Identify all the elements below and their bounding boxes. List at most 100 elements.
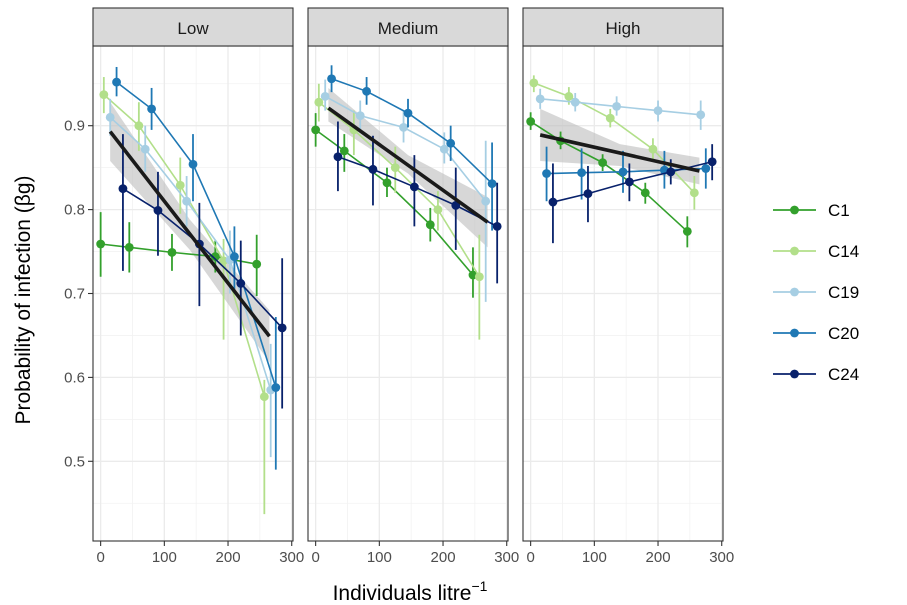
data-point <box>403 108 413 118</box>
series-c20 <box>112 66 281 470</box>
panel-high: High 0 100 200 300 <box>522 7 734 566</box>
data-point <box>382 178 392 188</box>
legend-key-point <box>790 328 799 338</box>
data-point <box>390 163 400 173</box>
data-point <box>433 205 443 215</box>
x-axis: 0 100 200 300 <box>526 541 734 566</box>
data-point <box>682 227 692 236</box>
y-tick-label: 0.7 <box>64 286 85 303</box>
data-point <box>327 74 336 84</box>
x-tick-label: 0 <box>96 549 104 566</box>
data-point <box>570 97 580 107</box>
panel-medium: Medium 0 100 200 300 <box>307 7 519 566</box>
data-point <box>618 167 628 177</box>
gridlines <box>93 46 293 541</box>
facet-strip-label: High <box>606 19 641 38</box>
legend-key-point <box>790 369 799 379</box>
series-c1 <box>526 112 692 248</box>
x-tick-label: 100 <box>582 549 607 566</box>
data-point <box>446 138 456 148</box>
data-point <box>277 323 287 333</box>
data-point <box>134 121 144 131</box>
data-point <box>182 196 192 206</box>
legend-label: C14 <box>828 242 859 261</box>
legend-key-point <box>790 205 799 215</box>
data-point <box>439 144 449 154</box>
x-tick-label: 300 <box>279 549 304 566</box>
data-point <box>153 206 163 215</box>
data-point <box>99 90 109 100</box>
data-point <box>696 110 706 120</box>
confidence-ribbon <box>328 87 488 248</box>
facet-strip <box>307 7 509 47</box>
y-axis-title: Probability of infection (βg) <box>12 175 35 424</box>
facet-strip <box>522 7 724 47</box>
data-point <box>529 78 539 88</box>
x-tick-label: 300 <box>709 549 734 566</box>
panel-low: Low 0 100 200 300 <box>92 7 304 566</box>
data-point <box>210 252 220 261</box>
data-point <box>492 221 502 231</box>
data-point <box>399 122 408 132</box>
x-axis: 0 100 200 300 <box>311 541 519 566</box>
data-point <box>535 94 545 104</box>
data-point <box>252 259 262 269</box>
data-point <box>112 77 121 87</box>
legend-label: C24 <box>828 365 859 384</box>
trend-line <box>108 130 271 338</box>
y-tick-label: 0.9 <box>64 118 85 135</box>
legend-key-point <box>790 287 799 297</box>
x-tick-label: 100 <box>152 549 177 566</box>
legend-item-c14: C14 <box>773 242 859 261</box>
legend-item-c24: C24 <box>773 365 859 384</box>
data-point <box>548 197 558 207</box>
x-tick-label: 200 <box>431 549 456 566</box>
legend-label: C1 <box>828 201 850 220</box>
x-axis: 0 100 200 300 <box>96 541 304 566</box>
data-point <box>451 201 461 210</box>
legend-item-c19: C19 <box>773 283 859 302</box>
trend-line <box>327 106 489 224</box>
data-point <box>259 392 269 402</box>
data-point <box>320 91 330 101</box>
data-point <box>564 91 574 101</box>
legend-item-c20: C20 <box>773 324 859 343</box>
data-point <box>487 179 497 188</box>
series-c14 <box>99 77 269 515</box>
series-c20 <box>327 65 497 231</box>
data-point <box>624 177 634 187</box>
data-point <box>271 383 281 392</box>
data-point <box>409 182 419 192</box>
data-point <box>577 168 586 178</box>
x-tick-label: 100 <box>367 549 392 566</box>
data-point <box>362 86 371 96</box>
data-point <box>124 242 134 252</box>
data-point <box>333 152 343 162</box>
x-axis-title-text: Individuals litre <box>333 582 472 605</box>
data-point <box>96 239 106 249</box>
data-point <box>648 144 658 154</box>
data-point <box>188 159 198 169</box>
data-point <box>689 188 699 198</box>
legend-key-point <box>790 246 799 256</box>
y-tick-label: 0.5 <box>64 453 85 470</box>
data-point <box>236 279 246 288</box>
data-point <box>612 102 622 111</box>
x-axis-title-superscript: −1 <box>471 578 487 594</box>
data-point <box>140 144 150 154</box>
x-tick-label: 0 <box>311 549 319 566</box>
data-point <box>147 104 156 114</box>
data-point <box>583 189 593 199</box>
legend: C1 C14 C19 C20 C24 <box>773 201 859 384</box>
data-point <box>118 184 128 194</box>
trend-line <box>539 133 700 173</box>
series-c20 <box>542 146 711 202</box>
data-point <box>598 158 608 168</box>
data-point <box>481 196 491 206</box>
series-c24 <box>333 121 502 284</box>
data-point <box>425 220 435 230</box>
facet-strip-label: Low <box>177 19 209 38</box>
data-point <box>653 106 663 116</box>
y-axis: 0.5 0.6 0.7 0.8 0.9 <box>64 118 93 470</box>
facet-strip-label: Medium <box>378 19 438 38</box>
